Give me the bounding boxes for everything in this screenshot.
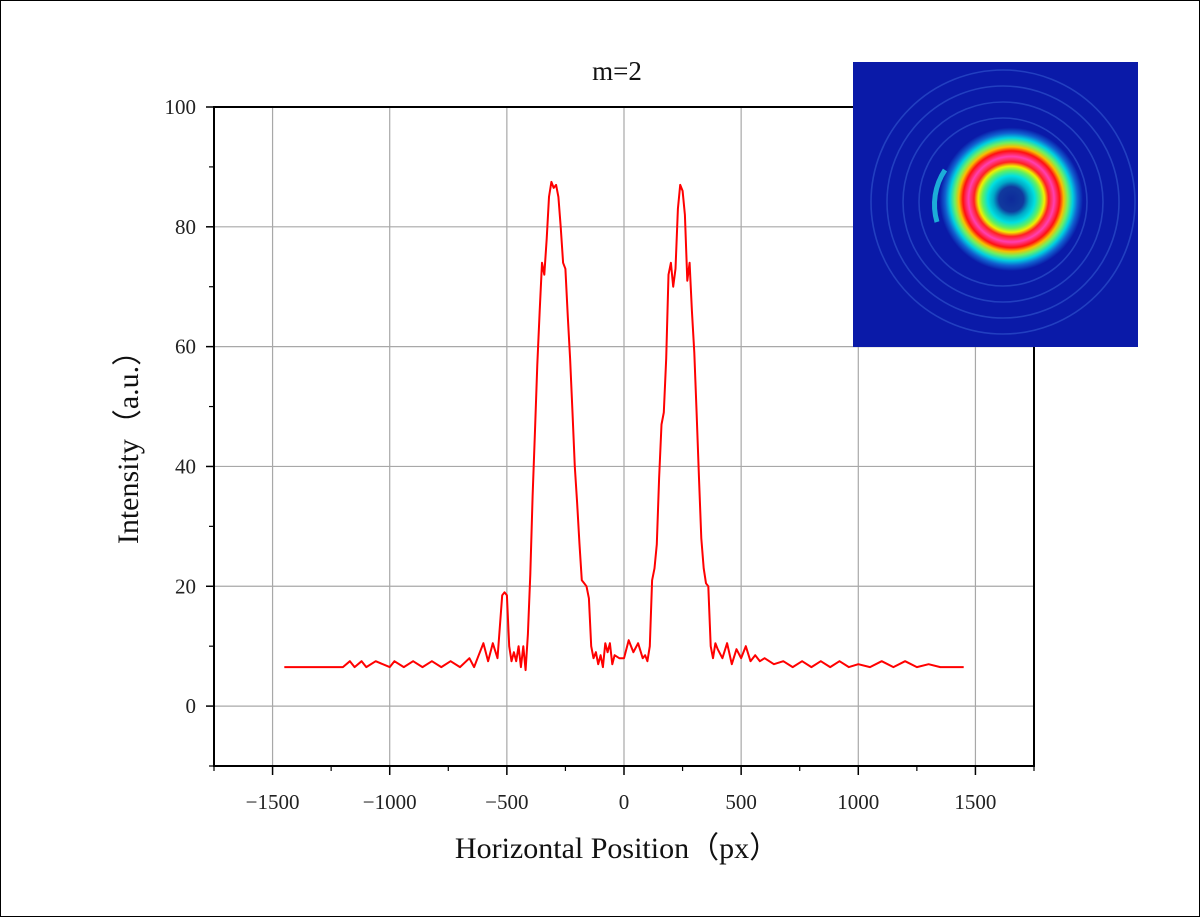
y-tick-label: 100 bbox=[165, 95, 197, 119]
beam-profile-inset-image bbox=[853, 62, 1138, 347]
series-line bbox=[284, 180, 964, 672]
grid-lines bbox=[214, 107, 1034, 766]
y-tick-label: 20 bbox=[175, 574, 196, 598]
y-tick-label: 80 bbox=[175, 215, 196, 239]
x-tick-label: 1500 bbox=[954, 790, 996, 814]
x-tick-label: 1000 bbox=[837, 790, 879, 814]
x-tick-label: 500 bbox=[725, 790, 757, 814]
x-axis-title: Horizontal Position（px） bbox=[455, 832, 779, 865]
x-tick-label: −1500 bbox=[246, 790, 300, 814]
x-tick-label: −1000 bbox=[363, 790, 417, 814]
x-tick-labels: −1500 −1000 −500 0 500 1000 1500 bbox=[246, 790, 997, 814]
chart-title: m=2 bbox=[592, 56, 642, 86]
y-axis-title: Intensity（a.u.） bbox=[112, 336, 145, 544]
y-tick-label: 0 bbox=[186, 694, 197, 718]
x-tick-label: 0 bbox=[619, 790, 630, 814]
x-tick-label: −500 bbox=[485, 790, 528, 814]
y-tick-label: 60 bbox=[175, 335, 196, 359]
axis-ticks bbox=[206, 106, 1035, 775]
y-tick-label: 40 bbox=[175, 454, 196, 478]
y-tick-labels: 0 20 40 60 80 100 bbox=[165, 95, 197, 718]
